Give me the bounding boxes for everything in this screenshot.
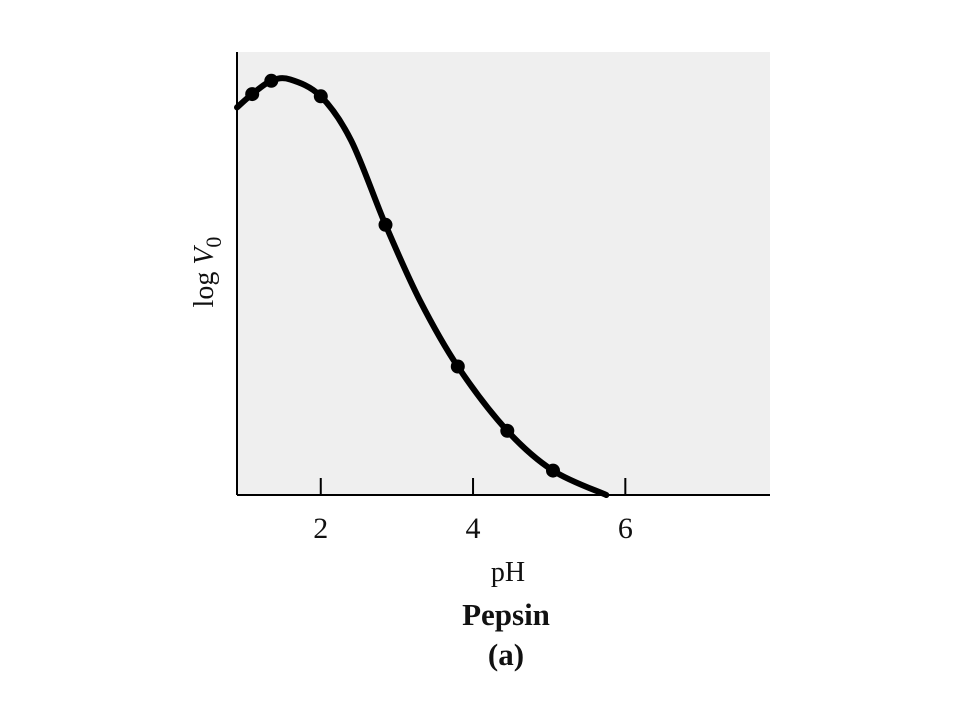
data-point-1 bbox=[245, 87, 260, 102]
data-point-5 bbox=[450, 359, 465, 374]
y-axis-label-sub: 0 bbox=[201, 237, 226, 248]
x-tick-label-2: 2 bbox=[313, 512, 328, 545]
data-point-6 bbox=[500, 423, 515, 438]
x-ticks: 2 4 6 bbox=[313, 478, 633, 545]
x-axis-label: pH bbox=[491, 557, 525, 588]
plot-area bbox=[237, 52, 770, 495]
panel-label: (a) bbox=[488, 637, 524, 672]
x-tick-label-6: 6 bbox=[618, 512, 633, 545]
x-tick-label-4: 4 bbox=[466, 512, 481, 545]
y-axis-label-var: V bbox=[189, 245, 220, 265]
data-point-4 bbox=[378, 217, 393, 232]
data-point-2 bbox=[264, 73, 279, 88]
chart-title: Pepsin bbox=[462, 597, 550, 632]
data-point-3 bbox=[313, 89, 328, 104]
y-axis-label: log V0 bbox=[189, 237, 226, 308]
data-markers bbox=[245, 73, 560, 478]
data-point-7 bbox=[546, 463, 560, 478]
y-axis-label-prefix: log bbox=[189, 265, 220, 308]
